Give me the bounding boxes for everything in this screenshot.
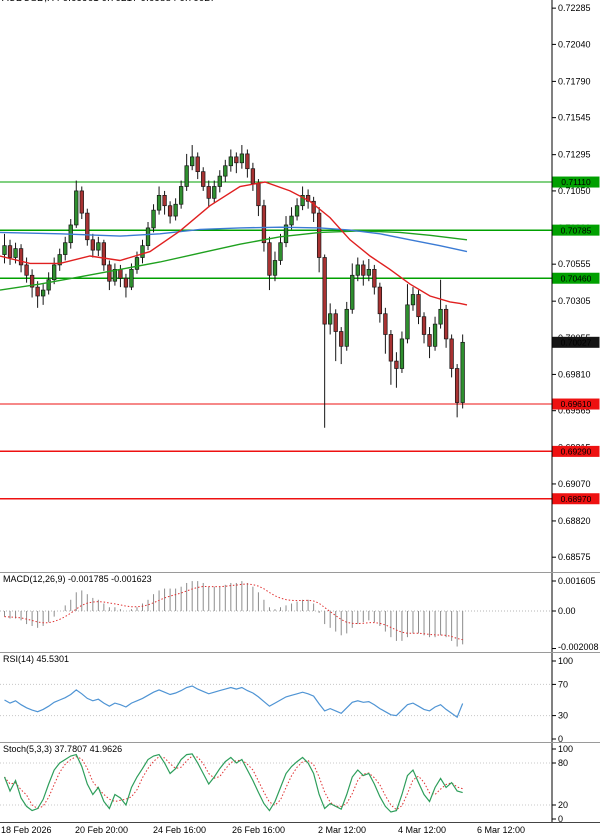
rsi-values: 45.5301 bbox=[36, 654, 70, 664]
price-level-label bbox=[552, 336, 600, 348]
price-panel[interactable]: 0.72285 0.72040 0.71790 0.71545 0.71295 0.710… bbox=[0, 0, 600, 572]
ma-green-line bbox=[0, 230, 468, 291]
svg-text:0.71110: 0.71110 bbox=[561, 177, 591, 187]
svg-text:100: 100 bbox=[558, 656, 573, 666]
svg-text:80: 80 bbox=[558, 758, 568, 768]
svg-text:0.001605: 0.001605 bbox=[558, 576, 596, 586]
svg-text:0.70027: 0.70027 bbox=[561, 338, 592, 348]
svg-text:0.70460: 0.70460 bbox=[561, 273, 592, 283]
price-level-label bbox=[552, 398, 600, 410]
time-axis[interactable]: 18 Feb 2026 20 Feb 20:00 24 Feb 16:00 26 Fe… bbox=[0, 822, 600, 838]
svg-text:100: 100 bbox=[558, 744, 573, 754]
candles-layer bbox=[2, 145, 465, 428]
svg-text:20: 20 bbox=[558, 800, 568, 810]
price-tick-label: 0.69070 bbox=[558, 479, 591, 489]
time-axis-label: 4 Mar 12:00 bbox=[398, 825, 447, 835]
svg-text:0.00: 0.00 bbox=[558, 606, 576, 616]
symbol-ohlc-readout: AUDUSD,H4 0.69961 0.70217 0.69884 0.7002… bbox=[2, 0, 216, 4]
stoch-d-line bbox=[4, 755, 463, 811]
stochastic-canvas[interactable]: 100 80 20 0 bbox=[0, 743, 600, 822]
price-level-label bbox=[552, 176, 600, 188]
price-level-label bbox=[552, 493, 600, 505]
macd-canvas[interactable]: 0.001605 0.00 -0.002008 bbox=[0, 573, 600, 652]
stochastic-panel[interactable]: 100 80 20 0 Stoch(5,3,3) 37.7807 41.9626 bbox=[0, 742, 600, 822]
macd-header: MACD(12,26,9) -0.001785 -0.001623 bbox=[3, 574, 152, 584]
price-level-label bbox=[552, 272, 600, 284]
macd-panel[interactable]: 0.001605 0.00 -0.002008 MACD(12,26,9) -0.0… bbox=[0, 572, 600, 652]
time-axis-label: 24 Feb 16:00 bbox=[153, 825, 207, 835]
price-tick-label: 0.71790 bbox=[558, 76, 591, 86]
price-tick-label: 0.69565 bbox=[558, 406, 591, 416]
price-tick-label: 0.68820 bbox=[558, 516, 591, 526]
time-axis-label: 20 Feb 20:00 bbox=[75, 825, 129, 835]
price-tick-label: 0.70305 bbox=[558, 296, 591, 306]
price-tick-label: 0.72285 bbox=[558, 3, 591, 13]
time-axis-label: 6 Mar 12:00 bbox=[477, 825, 526, 835]
svg-text:0.70785: 0.70785 bbox=[561, 225, 592, 235]
price-tick-label: 0.72040 bbox=[558, 39, 591, 49]
rsi-label: RSI(14) bbox=[3, 654, 35, 664]
price-tick-label: 0.71545 bbox=[558, 113, 591, 123]
macd-label: MACD(12,26,9) bbox=[3, 574, 66, 584]
stochastic-label: Stoch(5,3,3) bbox=[3, 744, 53, 754]
ma-red-line bbox=[0, 181, 468, 306]
price-level-label bbox=[552, 445, 600, 457]
price-tick-label: 0.68575 bbox=[558, 552, 591, 562]
candlestick-canvas[interactable]: 0.72285 0.72040 0.71790 0.71545 0.71295 0.710… bbox=[0, 0, 600, 572]
svg-text:0: 0 bbox=[558, 734, 563, 742]
rsi-panel[interactable]: 100 70 30 0 RSI(14) 45.5301 bbox=[0, 652, 600, 742]
svg-text:30: 30 bbox=[558, 711, 568, 721]
rsi-line bbox=[4, 685, 464, 719]
stoch-k-line bbox=[3, 753, 463, 813]
stochastic-values: 37.7807 41.9626 bbox=[54, 744, 123, 754]
ma-blue-line bbox=[0, 226, 468, 253]
time-axis-label: 18 Feb 2026 bbox=[1, 825, 52, 835]
svg-text:0.69610: 0.69610 bbox=[561, 399, 592, 409]
svg-text:-0.002008: -0.002008 bbox=[558, 642, 599, 652]
rsi-header: RSI(14) 45.5301 bbox=[3, 654, 69, 664]
macd-values: -0.001785 -0.001623 bbox=[68, 574, 152, 584]
time-axis-label: 2 Mar 12:00 bbox=[318, 825, 367, 835]
svg-text:0: 0 bbox=[558, 814, 563, 822]
price-tick-label: 0.71295 bbox=[558, 150, 591, 160]
svg-text:0.68970: 0.68970 bbox=[561, 494, 592, 504]
price-tick-label: 0.71050 bbox=[558, 186, 591, 196]
svg-text:0.69290: 0.69290 bbox=[561, 447, 592, 457]
price-tick-label: 0.69810 bbox=[558, 369, 591, 379]
time-axis-label: 26 Feb 16:00 bbox=[232, 825, 286, 835]
stochastic-header: Stoch(5,3,3) 37.7807 41.9626 bbox=[3, 744, 122, 754]
rsi-canvas[interactable]: 100 70 30 0 bbox=[0, 653, 600, 742]
svg-text:70: 70 bbox=[558, 679, 568, 689]
price-tick-label: 0.70555 bbox=[558, 259, 591, 269]
price-level-label bbox=[552, 224, 600, 236]
